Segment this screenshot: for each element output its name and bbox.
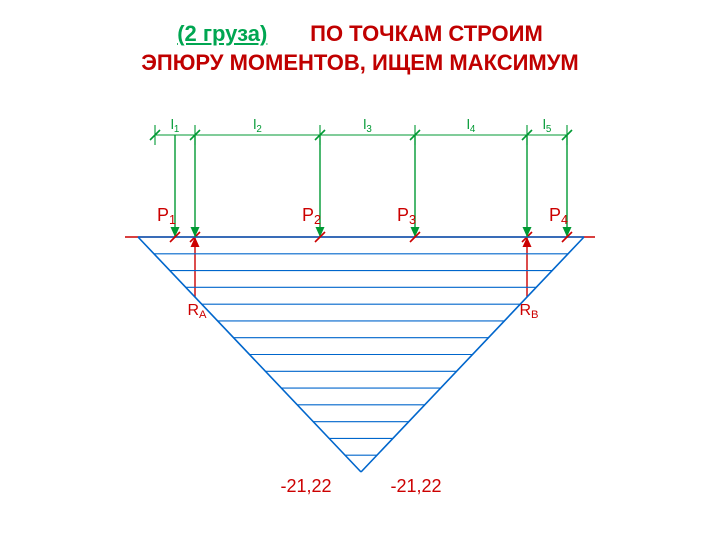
svg-text:-21,22: -21,22 xyxy=(390,476,441,496)
title-red-2: ЭПЮРУ МОМЕНТОВ, ИЩЕМ МАКСИМУМ xyxy=(141,50,579,75)
svg-text:l5: l5 xyxy=(543,116,552,135)
svg-text:l3: l3 xyxy=(363,116,372,135)
diagram-svg: RA RB P1 P2 P3 P4 l1 l2 l3 l4 l5 -21,22 -21,22 xyxy=(0,77,720,517)
svg-text:RA: RA xyxy=(187,302,207,321)
svg-text:l4: l4 xyxy=(467,116,476,135)
svg-text:RB: RB xyxy=(519,302,538,321)
page-title: (2 груза) ПО ТОЧКАМ СТРОИМ ЭПЮРУ МОМЕНТО… xyxy=(0,0,720,77)
title-red-spacer xyxy=(273,21,304,46)
svg-text:P4: P4 xyxy=(549,205,568,227)
svg-text:-21,22: -21,22 xyxy=(280,476,331,496)
svg-text:P1: P1 xyxy=(157,205,176,227)
svg-text:l1: l1 xyxy=(171,116,180,135)
title-green: (2 груза) xyxy=(177,21,267,46)
svg-text:l2: l2 xyxy=(253,116,262,135)
svg-text:P2: P2 xyxy=(302,205,321,227)
diagram-stage: RA RB P1 P2 P3 P4 l1 l2 l3 l4 l5 -21,22 -21,22 xyxy=(0,77,720,517)
title-red-1: ПО ТОЧКАМ СТРОИМ xyxy=(310,21,543,46)
svg-text:P3: P3 xyxy=(397,205,416,227)
